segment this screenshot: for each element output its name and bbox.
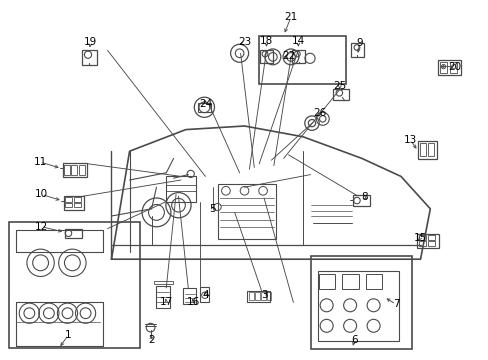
Text: 15: 15 [413, 233, 427, 243]
Bar [427, 235, 434, 240]
Bar [183, 288, 196, 304]
Text: 18: 18 [259, 36, 273, 46]
Text: 17: 17 [159, 297, 173, 307]
Text: 10: 10 [35, 189, 48, 199]
Bar [74, 203, 81, 207]
Text: 19: 19 [83, 37, 97, 48]
Bar [350, 43, 363, 57]
Bar [437, 60, 460, 75]
Text: 8: 8 [360, 192, 367, 202]
Text: 25: 25 [332, 81, 346, 91]
Bar [197, 103, 211, 112]
Bar [200, 287, 209, 302]
Bar [449, 62, 456, 73]
Bar [63, 196, 84, 210]
Text: 20: 20 [447, 62, 460, 72]
Bar [259, 36, 346, 84]
Bar [155, 286, 170, 308]
Bar [418, 235, 425, 240]
Text: 6: 6 [350, 335, 357, 345]
Text: 5: 5 [209, 204, 216, 214]
Text: 14: 14 [291, 36, 305, 46]
Text: 23: 23 [237, 37, 251, 48]
Bar [154, 281, 172, 284]
Bar [261, 292, 265, 300]
Bar [417, 141, 436, 159]
Text: 1: 1 [65, 330, 72, 340]
Bar [266, 292, 271, 300]
Text: 16: 16 [186, 297, 200, 307]
Bar [419, 143, 425, 156]
Bar [260, 50, 272, 63]
Bar [249, 292, 253, 300]
Bar [71, 165, 77, 175]
Bar [427, 143, 433, 156]
Bar [79, 165, 84, 175]
Bar [310, 256, 411, 349]
Bar [352, 195, 369, 206]
Bar [427, 241, 434, 246]
Text: 2: 2 [148, 335, 155, 345]
Bar [65, 203, 72, 207]
Bar [246, 291, 270, 302]
Bar [65, 229, 82, 238]
Bar [439, 62, 447, 73]
Bar [318, 274, 335, 289]
Bar [365, 274, 382, 289]
Text: 24: 24 [198, 99, 212, 109]
Text: 22: 22 [281, 51, 295, 61]
Text: 12: 12 [35, 222, 48, 232]
Bar [418, 241, 425, 246]
Bar [166, 176, 195, 202]
Text: 3: 3 [260, 290, 267, 300]
Text: 11: 11 [33, 157, 47, 167]
Bar [317, 271, 398, 341]
Text: 4: 4 [202, 290, 208, 300]
Bar [74, 197, 81, 202]
Bar [217, 184, 276, 239]
Text: 7: 7 [392, 299, 399, 309]
Bar [82, 50, 97, 65]
Text: 21: 21 [284, 12, 297, 22]
Bar [65, 197, 72, 202]
Bar [342, 274, 358, 289]
Bar [333, 89, 348, 100]
Bar [62, 163, 87, 177]
Bar [292, 50, 305, 63]
Text: 9: 9 [355, 38, 362, 48]
Text: 26: 26 [313, 108, 326, 118]
Bar [416, 234, 438, 248]
Bar [9, 222, 140, 348]
Bar [255, 292, 259, 300]
Text: 13: 13 [403, 135, 417, 145]
Bar [64, 165, 70, 175]
